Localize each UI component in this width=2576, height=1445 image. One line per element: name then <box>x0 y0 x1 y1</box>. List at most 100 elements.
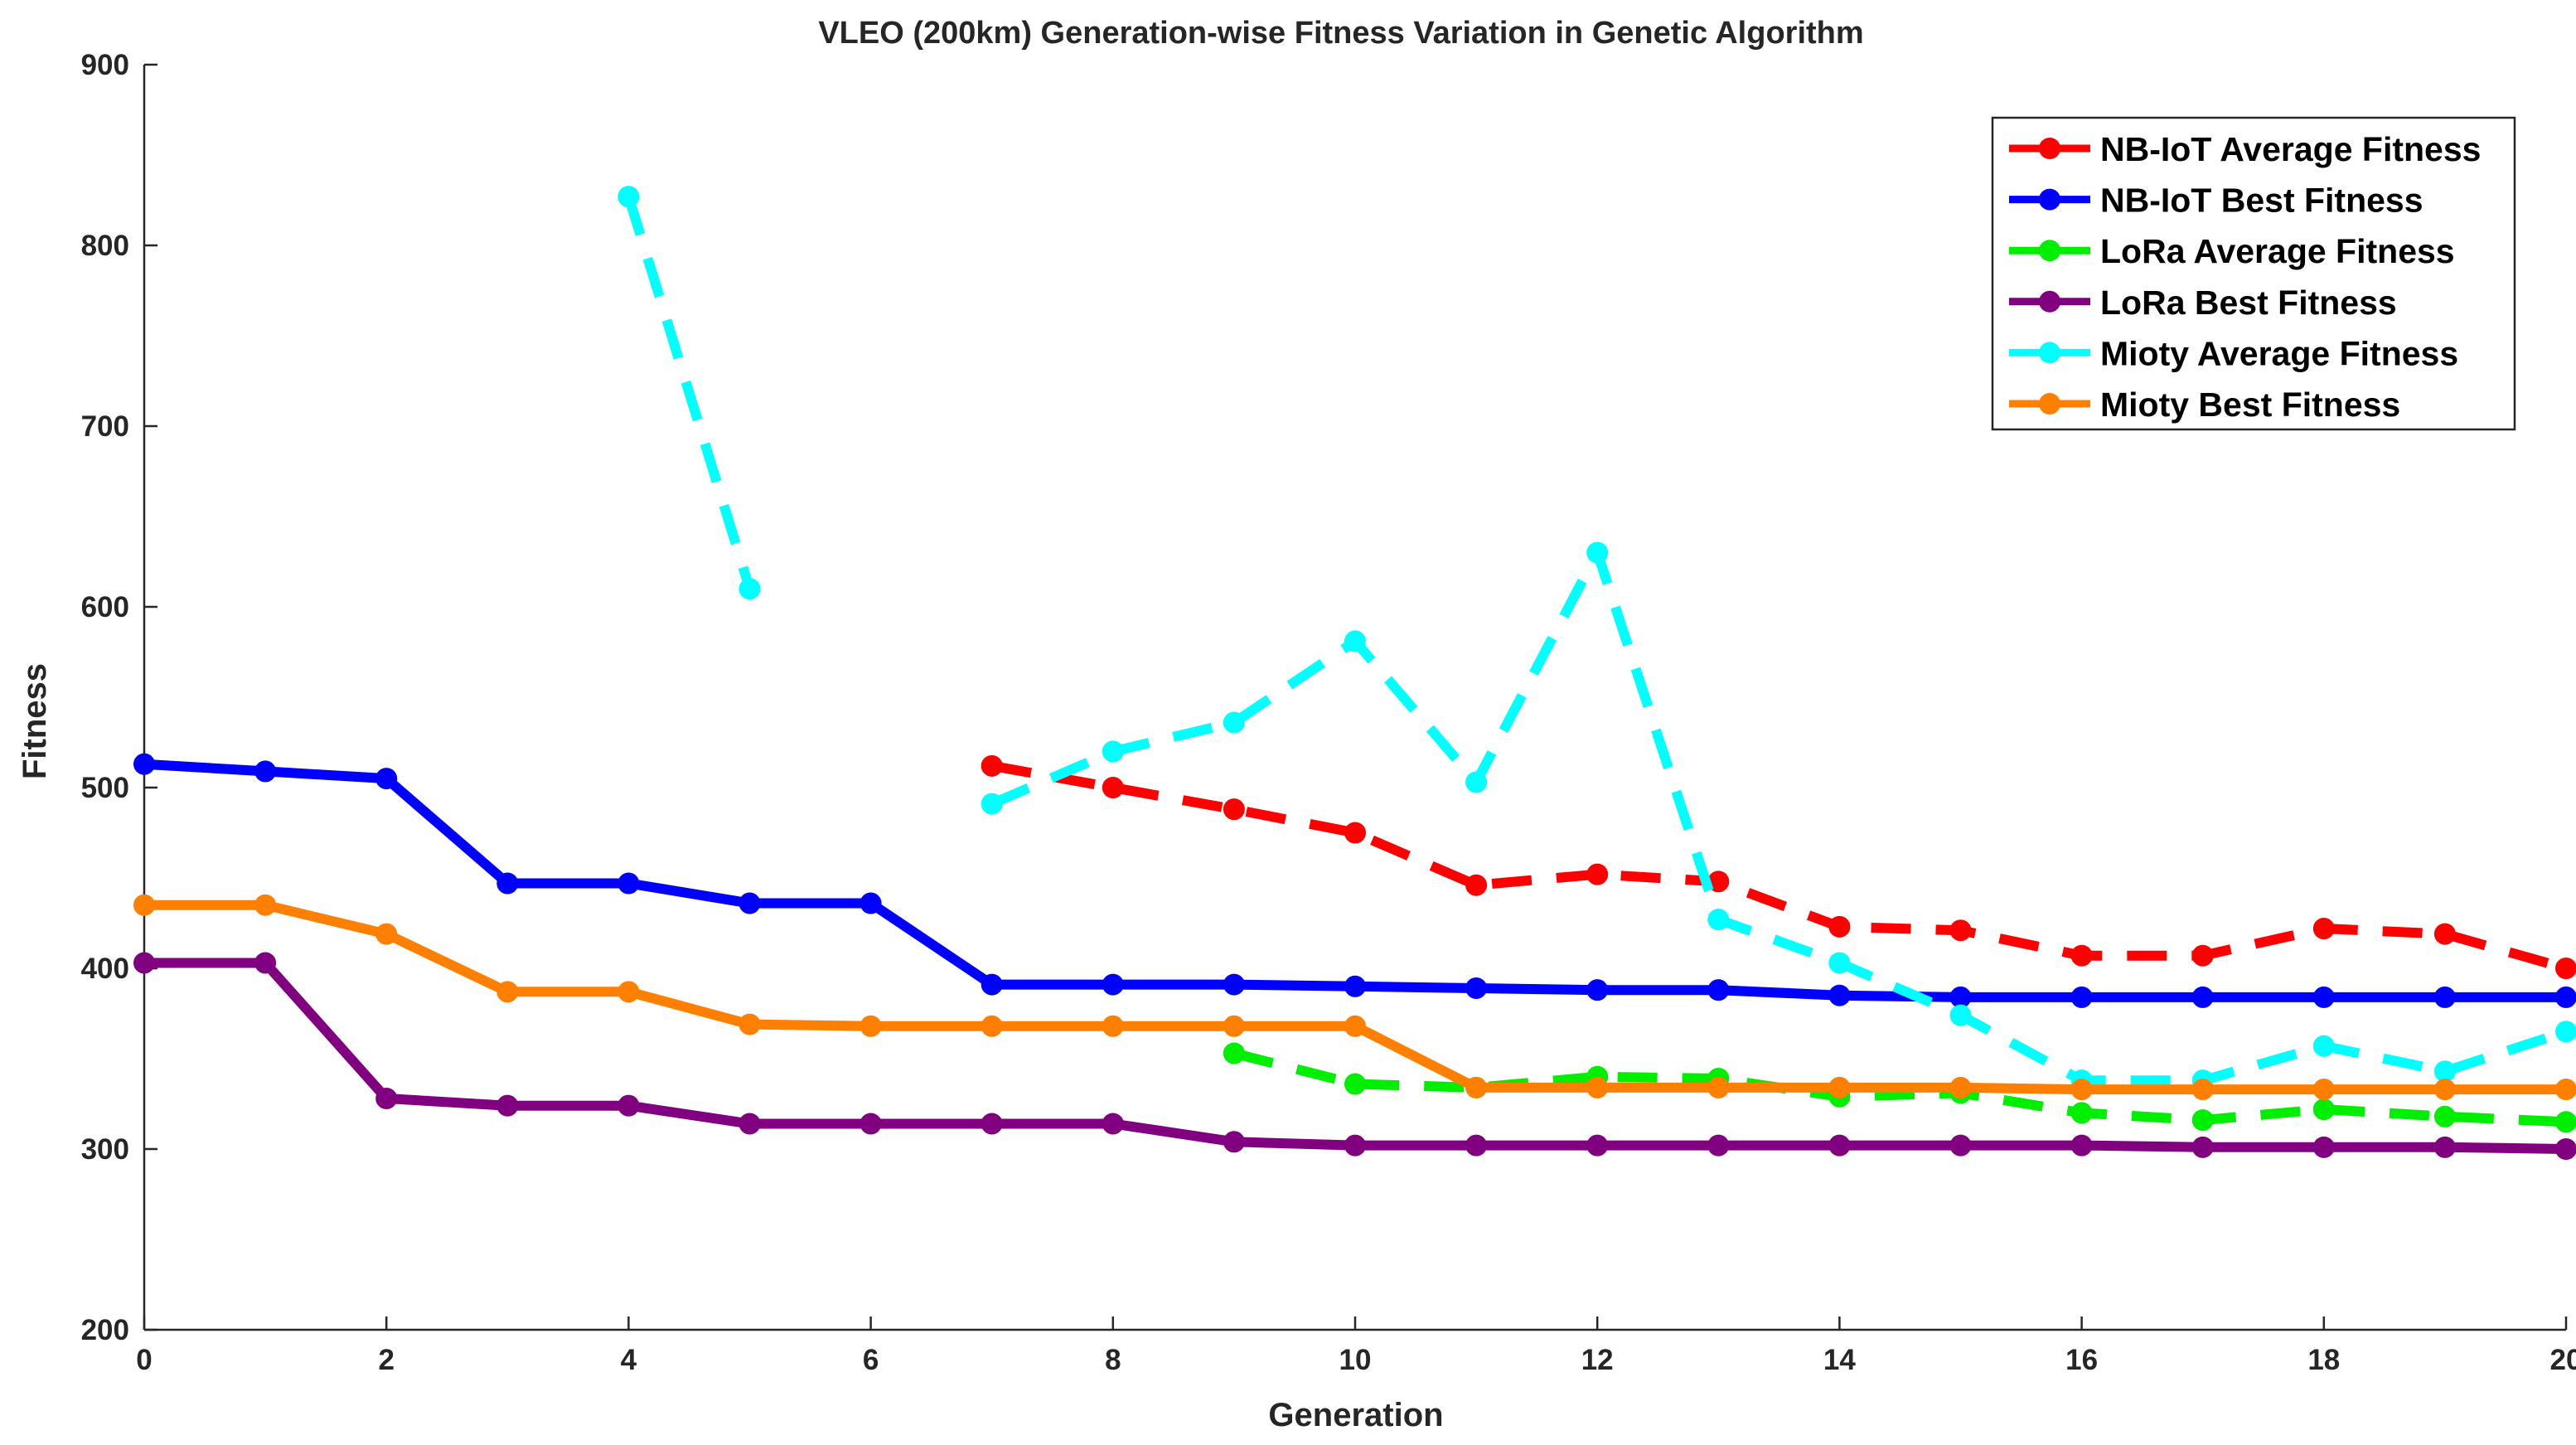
data-point <box>375 923 398 945</box>
data-point <box>1465 1134 1488 1156</box>
data-point <box>1344 822 1366 844</box>
x-axis-label: Generation <box>1268 1397 1443 1433</box>
x-tick-label: 20 <box>2550 1344 2576 1376</box>
data-point <box>1949 986 1972 1008</box>
data-point <box>133 894 155 916</box>
legend-marker <box>2039 240 2060 262</box>
data-point <box>1707 1076 1730 1098</box>
data-point <box>1223 1042 1245 1064</box>
x-tick-label: 14 <box>1823 1344 1856 1376</box>
data-point <box>2555 1021 2576 1043</box>
legend-item: LoRa Best Fitness <box>2009 284 2397 322</box>
data-point <box>496 981 519 1003</box>
x-tick-label: 8 <box>1105 1344 1121 1376</box>
data-point <box>1707 909 1730 931</box>
y-tick-label: 300 <box>81 1133 129 1166</box>
data-point <box>1586 863 1609 885</box>
x-tick-label: 12 <box>1581 1344 1614 1376</box>
data-point <box>738 1013 761 1035</box>
data-point <box>1223 1131 1245 1153</box>
series-layer <box>133 186 2576 1160</box>
data-point <box>1344 1134 1366 1156</box>
data-point <box>1828 984 1851 1006</box>
data-point <box>738 1113 761 1135</box>
y-tick-label: 400 <box>81 953 129 985</box>
data-point <box>1586 1076 1609 1098</box>
data-point <box>1223 973 1245 996</box>
data-point <box>1586 979 1609 1001</box>
data-point <box>738 578 761 600</box>
data-point <box>254 952 277 974</box>
data-point <box>133 753 155 775</box>
data-point <box>2312 986 2335 1008</box>
y-tick-label: 200 <box>81 1314 129 1346</box>
data-point <box>1949 1004 1972 1026</box>
legend-item: NB-IoT Average Fitness <box>2009 130 2481 168</box>
data-point <box>2191 944 2214 967</box>
data-point <box>2555 958 2576 979</box>
legend-marker <box>2039 188 2060 211</box>
data-point <box>2191 1079 2214 1101</box>
axes: 0 2 4 6 8 10 12 14 16 18 20 200 300 400 500 600 700 800 90… <box>81 49 2576 1376</box>
data-point <box>254 894 277 916</box>
x-tick-label: 4 <box>621 1344 637 1376</box>
data-point <box>375 1087 398 1109</box>
data-point <box>2555 1079 2576 1101</box>
data-point <box>2433 1079 2456 1101</box>
data-point <box>1949 1076 1972 1098</box>
y-tick-label: 900 <box>81 49 129 81</box>
data-point <box>617 872 640 895</box>
data-point <box>981 793 1003 815</box>
legend-marker <box>2039 290 2060 313</box>
data-point <box>254 760 277 783</box>
data-point <box>2070 1102 2093 1124</box>
data-point <box>981 1015 1003 1037</box>
data-point <box>738 892 761 914</box>
data-point <box>2555 1111 2576 1133</box>
data-point <box>1102 1015 1124 1037</box>
data-point <box>1949 919 1972 942</box>
data-point <box>2433 986 2456 1008</box>
data-point <box>1586 541 1609 564</box>
data-point <box>2191 1136 2214 1158</box>
chart-title: VLEO (200km) Generation-wise Fitness Var… <box>818 16 1863 51</box>
data-point <box>981 973 1003 996</box>
legend-item: Mioty Average Fitness <box>2009 334 2458 372</box>
data-point <box>1828 1134 1851 1156</box>
legend-box <box>1991 116 2516 431</box>
x-tick-label: 18 <box>2307 1344 2340 1376</box>
y-tick-label: 600 <box>81 591 129 623</box>
legend-marker <box>2039 393 2060 415</box>
data-point <box>1102 973 1124 996</box>
legend-label: Mioty Average Fitness <box>2100 334 2458 372</box>
y-axis-label: Fitness <box>17 663 53 779</box>
series-line <box>990 547 2568 1086</box>
y-tick-label: 800 <box>81 230 129 262</box>
legend-label: Mioty Best Fitness <box>2100 385 2400 424</box>
data-point <box>2555 986 2576 1008</box>
data-point <box>1223 798 1245 821</box>
data-point <box>1465 977 1488 999</box>
data-point <box>133 952 155 974</box>
data-point <box>2433 1060 2456 1083</box>
legend-marker <box>2039 342 2060 364</box>
data-point <box>2312 1079 2335 1101</box>
data-point <box>617 981 640 1003</box>
data-point <box>2191 1109 2214 1132</box>
x-tick-label: 6 <box>863 1344 879 1376</box>
data-point <box>859 892 882 914</box>
data-point <box>1465 874 1488 896</box>
data-point <box>2312 918 2335 940</box>
x-tick-label: 10 <box>1339 1344 1372 1376</box>
data-point <box>1223 711 1245 734</box>
x-tick-label: 2 <box>378 1344 394 1376</box>
data-point <box>2312 1035 2335 1057</box>
data-point <box>981 754 1003 777</box>
data-point <box>1223 1015 1245 1037</box>
series-line <box>990 760 2568 973</box>
legend-item: Mioty Best Fitness <box>2009 385 2400 424</box>
data-point <box>2433 1105 2456 1127</box>
data-point <box>1344 1073 1366 1095</box>
data-point <box>2433 1136 2456 1158</box>
